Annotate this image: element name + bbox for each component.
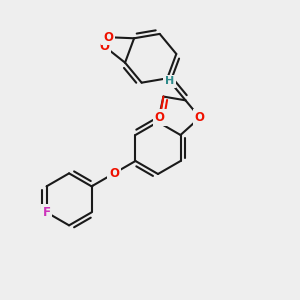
Text: O: O bbox=[100, 40, 110, 53]
Text: H: H bbox=[165, 76, 174, 86]
Text: O: O bbox=[155, 111, 165, 124]
Text: O: O bbox=[109, 167, 119, 180]
Text: O: O bbox=[103, 31, 113, 44]
Text: O: O bbox=[195, 111, 205, 124]
Text: F: F bbox=[43, 206, 50, 219]
